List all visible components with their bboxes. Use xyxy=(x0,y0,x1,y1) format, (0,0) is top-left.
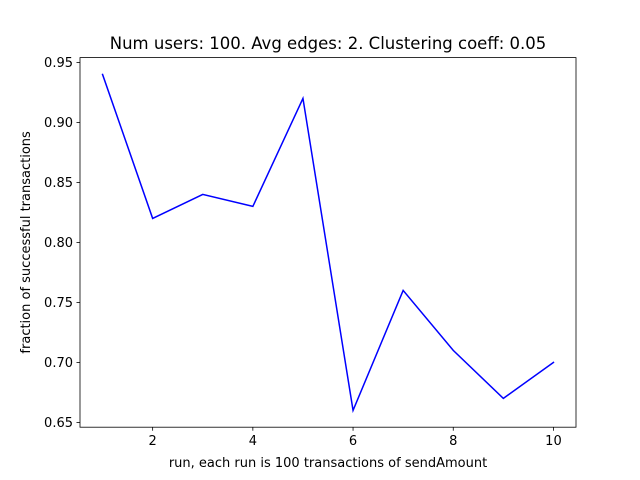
y-tick-label: 0.95 xyxy=(44,56,73,71)
y-axis-label: fraction of successful transactions xyxy=(19,131,34,354)
x-axis: 2 4 6 8 10 xyxy=(149,427,562,449)
x-tick-label: 4 xyxy=(249,434,257,449)
y-tick-label: 0.85 xyxy=(44,176,73,191)
x-tick-label: 6 xyxy=(349,434,357,449)
y-tick-label: 0.75 xyxy=(44,296,73,311)
series-line xyxy=(101,73,555,414)
x-tick-label: 2 xyxy=(149,434,157,449)
y-tick-label: 0.70 xyxy=(44,356,73,371)
chart-title: Num users: 100. Avg edges: 2. Clustering… xyxy=(110,34,547,53)
series-layer xyxy=(101,73,555,414)
x-tick-label: 10 xyxy=(545,434,562,449)
y-tick-label: 0.80 xyxy=(44,236,73,251)
x-axis-label: run, each run is 100 transactions of sen… xyxy=(169,456,487,471)
y-tick-label: 0.90 xyxy=(44,116,73,131)
x-tick-label: 8 xyxy=(449,434,457,449)
y-tick-label: 0.65 xyxy=(44,416,73,431)
y-axis: 0.65 0.70 0.75 0.80 0.85 0.90 0.95 xyxy=(44,56,80,431)
